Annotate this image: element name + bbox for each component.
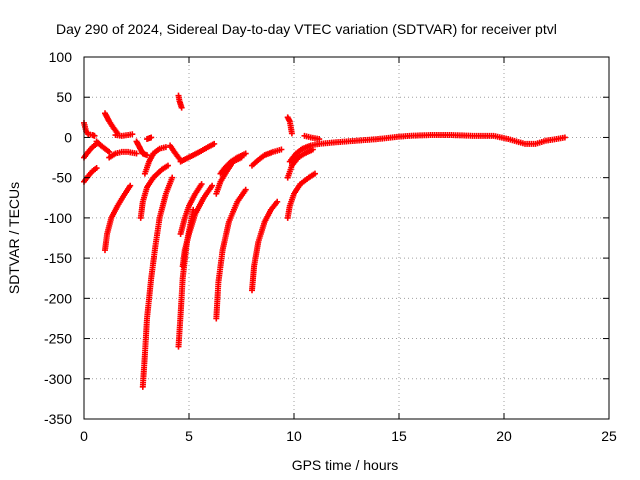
y-tick-label: 100 [49, 49, 73, 65]
y-axis-label: SDTVAR / TECUs [6, 182, 22, 294]
data-point [144, 152, 150, 159]
data-point [211, 140, 218, 147]
x-tick-label: 10 [286, 428, 302, 444]
chart-title: Day 290 of 2024, Sidereal Day-to-day VTE… [56, 21, 557, 37]
data-point [312, 170, 318, 177]
data-point [91, 132, 98, 139]
y-tick-label: -150 [44, 250, 72, 266]
plot-frame [83, 56, 610, 420]
grid-lines [84, 57, 609, 419]
data-point [242, 150, 249, 157]
x-tick-label: 5 [185, 428, 193, 444]
data-point [242, 186, 249, 193]
data-point [148, 134, 155, 141]
data-point [561, 134, 568, 141]
y-tick-label: -200 [44, 290, 72, 306]
data-points [81, 92, 568, 390]
x-tick-label: 15 [391, 428, 407, 444]
data-point [165, 162, 171, 169]
data-point [288, 130, 295, 137]
x-tick-label: 25 [601, 428, 617, 444]
y-tick-label: 50 [56, 89, 72, 105]
data-point [93, 165, 100, 172]
y-tick-label: -350 [44, 411, 72, 427]
axis-ticks: 0 5 10 15 20 25 100 50 0 -50 -100 -150 -200 -250 -300 -… [44, 49, 617, 444]
y-tick-label: -50 [52, 170, 72, 186]
data-point [209, 182, 216, 189]
data-point [133, 150, 140, 157]
x-axis-label: GPS time / hours [292, 457, 399, 473]
data-point [198, 181, 205, 188]
y-tick-label: -300 [44, 371, 72, 387]
data-point [278, 146, 285, 153]
data-point [178, 104, 185, 111]
data-point [127, 182, 134, 189]
data-point [274, 198, 281, 205]
data-point [106, 148, 113, 155]
y-tick-label: 0 [64, 129, 72, 145]
data-point [162, 144, 169, 151]
data-point [169, 174, 176, 181]
data-point [129, 131, 136, 138]
x-tick-label: 0 [80, 428, 88, 444]
x-tick-label: 20 [496, 428, 512, 444]
y-tick-label: -100 [44, 210, 72, 226]
y-tick-label: -250 [44, 331, 72, 347]
